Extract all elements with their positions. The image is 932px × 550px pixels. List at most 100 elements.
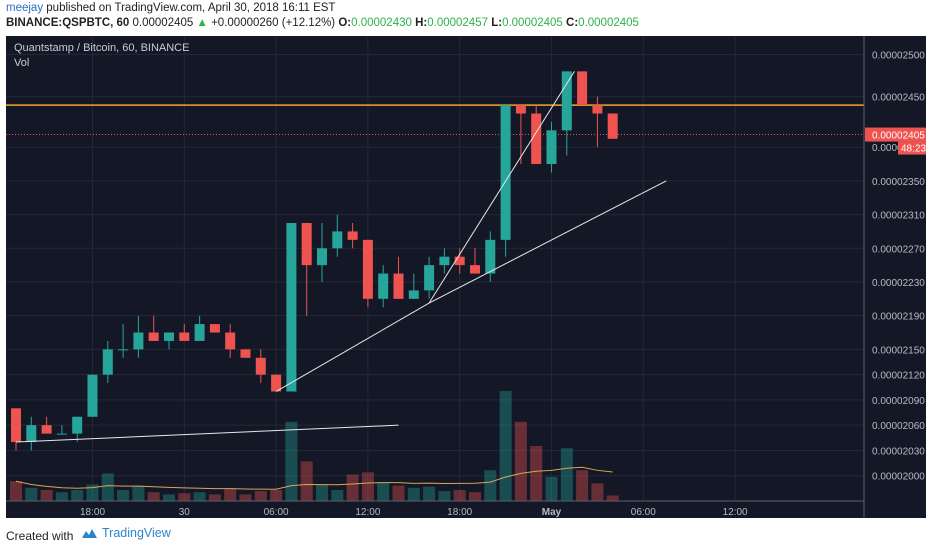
candle-body bbox=[485, 239, 496, 274]
candle-body bbox=[11, 408, 21, 443]
price-tag-bg bbox=[865, 127, 926, 142]
candle-body bbox=[378, 273, 389, 299]
volume-bar bbox=[239, 494, 252, 501]
volume-bar bbox=[392, 485, 405, 501]
high-value: 0.00002457 bbox=[427, 17, 488, 29]
candle-body bbox=[194, 324, 205, 341]
close-label: C: bbox=[566, 17, 579, 29]
candle-body bbox=[393, 273, 404, 299]
volume-bar bbox=[453, 490, 466, 501]
volume-bar bbox=[530, 446, 543, 501]
footer: Created with TradingView bbox=[0, 520, 932, 550]
candle-body bbox=[332, 231, 343, 249]
volume-bar bbox=[208, 494, 221, 501]
volume-bar bbox=[300, 461, 313, 501]
volume-bar bbox=[55, 492, 68, 501]
candle-body bbox=[72, 416, 83, 434]
author-link[interactable]: meejay bbox=[6, 2, 44, 14]
candle-body bbox=[56, 433, 67, 435]
candle-body bbox=[454, 256, 465, 266]
candle-body bbox=[592, 105, 603, 114]
candle-body bbox=[225, 332, 236, 350]
volume-bar bbox=[163, 494, 175, 501]
volume-bar bbox=[86, 484, 99, 501]
y-tick-label: 0.00002270 bbox=[872, 244, 925, 255]
volume-bar bbox=[560, 448, 573, 501]
candle-body bbox=[546, 130, 557, 165]
countdown-bg bbox=[898, 141, 926, 155]
volume-bar bbox=[10, 481, 22, 501]
candlestick-chart[interactable]: 0.000025000.000024500.000023900.00002350… bbox=[6, 36, 926, 518]
candle-body bbox=[515, 105, 526, 114]
candle-body bbox=[286, 223, 297, 392]
volume-bar bbox=[469, 492, 481, 501]
y-tick-label: 0.00002350 bbox=[872, 177, 925, 188]
candle-body bbox=[164, 332, 174, 341]
x-tick-label: 30 bbox=[179, 507, 191, 518]
volume-bar bbox=[606, 495, 619, 501]
candle-body bbox=[271, 374, 282, 392]
volume-bar bbox=[147, 492, 160, 501]
x-tick-label: 12:00 bbox=[355, 507, 380, 518]
low-value: 0.00002405 bbox=[502, 17, 563, 29]
volume-bar bbox=[407, 487, 420, 501]
candle-body bbox=[133, 332, 144, 350]
volume-bar bbox=[484, 470, 497, 501]
y-tick-label: 0.00002060 bbox=[872, 421, 925, 432]
candle-body bbox=[41, 425, 52, 434]
y-tick-label: 0.00002030 bbox=[872, 446, 925, 457]
candle-body bbox=[424, 265, 435, 291]
close-value: 0.00002405 bbox=[578, 17, 639, 29]
volume-label: Vol bbox=[14, 57, 30, 69]
volume-bar bbox=[254, 491, 267, 501]
volume-bar bbox=[71, 490, 84, 501]
volume-bar bbox=[132, 485, 145, 501]
candle-body bbox=[317, 248, 327, 266]
symbol-label: BINANCE:QSPBTC, 60 bbox=[6, 17, 130, 29]
volume-bar bbox=[117, 490, 130, 501]
volume-bar bbox=[377, 482, 390, 501]
volume-bar bbox=[361, 472, 374, 501]
y-tick-label: 0.00002310 bbox=[872, 211, 925, 222]
candle-body bbox=[240, 349, 251, 358]
x-tick-label: 18:00 bbox=[447, 507, 472, 518]
trendline bbox=[428, 180, 667, 304]
candle-body bbox=[118, 349, 129, 351]
volume-bar bbox=[101, 473, 114, 501]
x-tick-label: 12:00 bbox=[723, 507, 748, 518]
y-tick-label: 0.00002230 bbox=[872, 278, 925, 289]
x-tick-label: May bbox=[542, 507, 562, 518]
candle-body bbox=[209, 324, 220, 333]
y-tick-label: 0.00002090 bbox=[872, 396, 925, 407]
candle-body bbox=[347, 231, 358, 240]
candle-body bbox=[362, 239, 373, 299]
volume-bar bbox=[545, 476, 558, 501]
volume-bar bbox=[423, 486, 436, 501]
y-tick-label: 0.00002500 bbox=[872, 51, 925, 62]
up-arrow-icon: ▲ bbox=[196, 17, 208, 29]
candle-body bbox=[607, 113, 618, 139]
candle-body bbox=[531, 113, 542, 165]
volume-bar bbox=[514, 421, 527, 501]
candle-body bbox=[179, 332, 190, 341]
volume-bar bbox=[193, 492, 206, 501]
candle-body bbox=[26, 425, 37, 443]
ohlc-line: BINANCE:QSPBTC, 60 0.00002405 ▲ +0.00000… bbox=[6, 17, 639, 29]
cloud-icon bbox=[82, 529, 97, 538]
y-tick-label: 0.00002450 bbox=[872, 93, 925, 104]
tradingview-logo[interactable]: TradingView bbox=[80, 526, 171, 540]
open-label: O: bbox=[338, 17, 352, 29]
candle-body bbox=[148, 332, 159, 341]
chart-area[interactable]: 0.000025000.000024500.000023900.00002350… bbox=[6, 36, 926, 518]
open-value: 0.00002430 bbox=[351, 17, 412, 29]
created-with-label: Created with bbox=[6, 529, 74, 543]
volume-bar bbox=[270, 490, 283, 501]
y-tick-label: 0.00002000 bbox=[872, 472, 925, 483]
volume-bar bbox=[40, 490, 53, 501]
volume-bar bbox=[331, 490, 344, 501]
candle-body bbox=[561, 71, 572, 131]
candle-body bbox=[439, 256, 450, 266]
high-label: H: bbox=[415, 17, 428, 29]
candle-body bbox=[102, 349, 113, 375]
candle-body bbox=[408, 290, 419, 299]
